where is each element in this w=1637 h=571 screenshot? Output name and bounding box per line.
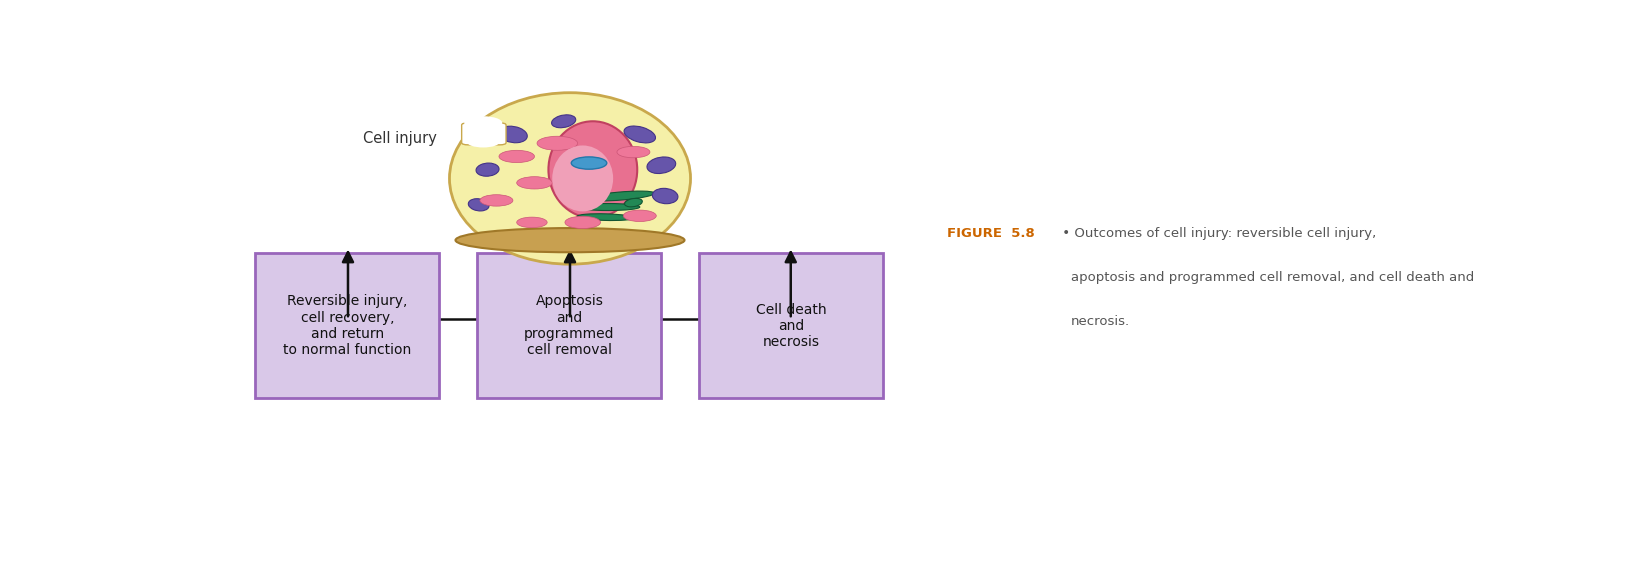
Circle shape bbox=[617, 146, 650, 158]
Circle shape bbox=[499, 150, 534, 163]
Text: Apoptosis
and
programmed
cell removal: Apoptosis and programmed cell removal bbox=[524, 295, 614, 357]
Circle shape bbox=[517, 176, 552, 189]
Circle shape bbox=[467, 136, 499, 147]
Text: Reversible injury,
cell recovery,
and return
to normal function: Reversible injury, cell recovery, and re… bbox=[283, 295, 411, 357]
Ellipse shape bbox=[468, 199, 489, 211]
Ellipse shape bbox=[548, 121, 637, 218]
Circle shape bbox=[624, 210, 656, 222]
Text: Cell injury: Cell injury bbox=[363, 131, 437, 146]
Ellipse shape bbox=[576, 203, 640, 211]
Ellipse shape bbox=[450, 93, 691, 264]
Circle shape bbox=[537, 136, 578, 150]
Ellipse shape bbox=[499, 126, 527, 143]
Circle shape bbox=[565, 216, 601, 228]
Circle shape bbox=[571, 157, 607, 169]
Ellipse shape bbox=[455, 228, 684, 252]
Text: necrosis.: necrosis. bbox=[1071, 315, 1130, 328]
Circle shape bbox=[480, 195, 512, 206]
FancyBboxPatch shape bbox=[478, 253, 661, 399]
Text: Cell death
and
necrosis: Cell death and necrosis bbox=[756, 303, 827, 349]
Ellipse shape bbox=[476, 163, 499, 176]
Text: • Outcomes of cell injury: reversible cell injury,: • Outcomes of cell injury: reversible ce… bbox=[1059, 227, 1377, 240]
Ellipse shape bbox=[653, 188, 678, 204]
Text: FIGURE  5.8: FIGURE 5.8 bbox=[946, 227, 1035, 240]
Circle shape bbox=[465, 116, 503, 130]
Ellipse shape bbox=[578, 214, 634, 220]
Text: apoptosis and programmed cell removal, and cell death and: apoptosis and programmed cell removal, a… bbox=[1071, 271, 1475, 284]
Ellipse shape bbox=[552, 146, 614, 211]
Circle shape bbox=[517, 217, 547, 228]
FancyBboxPatch shape bbox=[462, 123, 506, 145]
Ellipse shape bbox=[625, 198, 642, 207]
Ellipse shape bbox=[624, 126, 655, 143]
Ellipse shape bbox=[588, 191, 655, 201]
FancyBboxPatch shape bbox=[255, 253, 439, 399]
Ellipse shape bbox=[552, 115, 576, 128]
Ellipse shape bbox=[647, 157, 676, 174]
FancyBboxPatch shape bbox=[699, 253, 884, 399]
